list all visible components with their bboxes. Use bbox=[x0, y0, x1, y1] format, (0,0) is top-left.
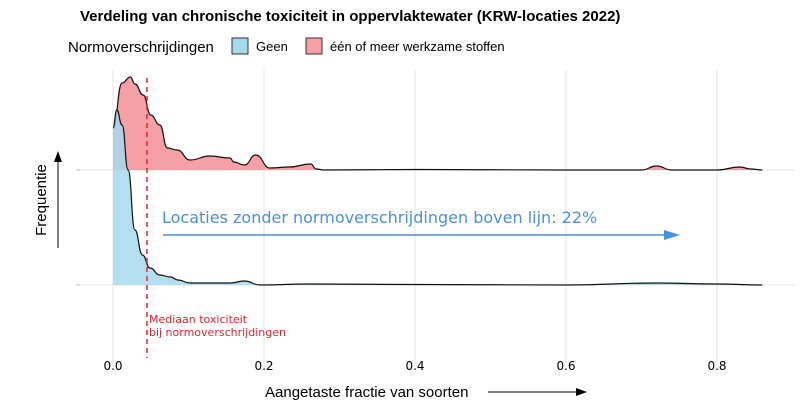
density-area bbox=[113, 110, 763, 285]
legend-swatch-meer bbox=[305, 37, 323, 55]
x-tick-label: 0.8 bbox=[707, 359, 726, 373]
density-line bbox=[112, 76, 763, 171]
x-axis-arrowhead bbox=[576, 388, 587, 396]
chart-title: Verdeling van chronische toxiciteit in o… bbox=[80, 8, 620, 25]
x-tick-label: 0.2 bbox=[254, 359, 273, 373]
density-line bbox=[112, 109, 763, 286]
ridges bbox=[112, 76, 763, 286]
median-label-line2: bij normoverschrijdingen bbox=[149, 326, 286, 339]
above-line-text: Locaties zonder normoverschrijdingen bov… bbox=[162, 208, 597, 227]
legend: Normoverschrijdingen Geen één of meer we… bbox=[68, 37, 505, 56]
x-axis-label: Aangetaste fractie van soorten bbox=[265, 384, 468, 401]
x-tick-label: 0.6 bbox=[556, 359, 575, 373]
legend-label-meer: één of meer werkzame stoffen bbox=[330, 39, 505, 54]
legend-title: Normoverschrijdingen bbox=[68, 39, 214, 56]
x-tick-label: 0.0 bbox=[103, 359, 122, 373]
legend-swatch-geen bbox=[231, 37, 249, 55]
x-ticks: 0.0 0.2 0.4 0.6 0.8 bbox=[103, 359, 726, 373]
y-axis-arrowhead bbox=[54, 151, 62, 162]
legend-label-geen: Geen bbox=[256, 39, 288, 54]
density-area bbox=[113, 77, 763, 170]
y-axis-label: Frequentie bbox=[33, 164, 50, 236]
median-label-line1: Mediaan toxiciteit bbox=[149, 313, 248, 326]
above-line-arrowhead bbox=[664, 230, 680, 240]
x-tick-label: 0.4 bbox=[405, 359, 424, 373]
